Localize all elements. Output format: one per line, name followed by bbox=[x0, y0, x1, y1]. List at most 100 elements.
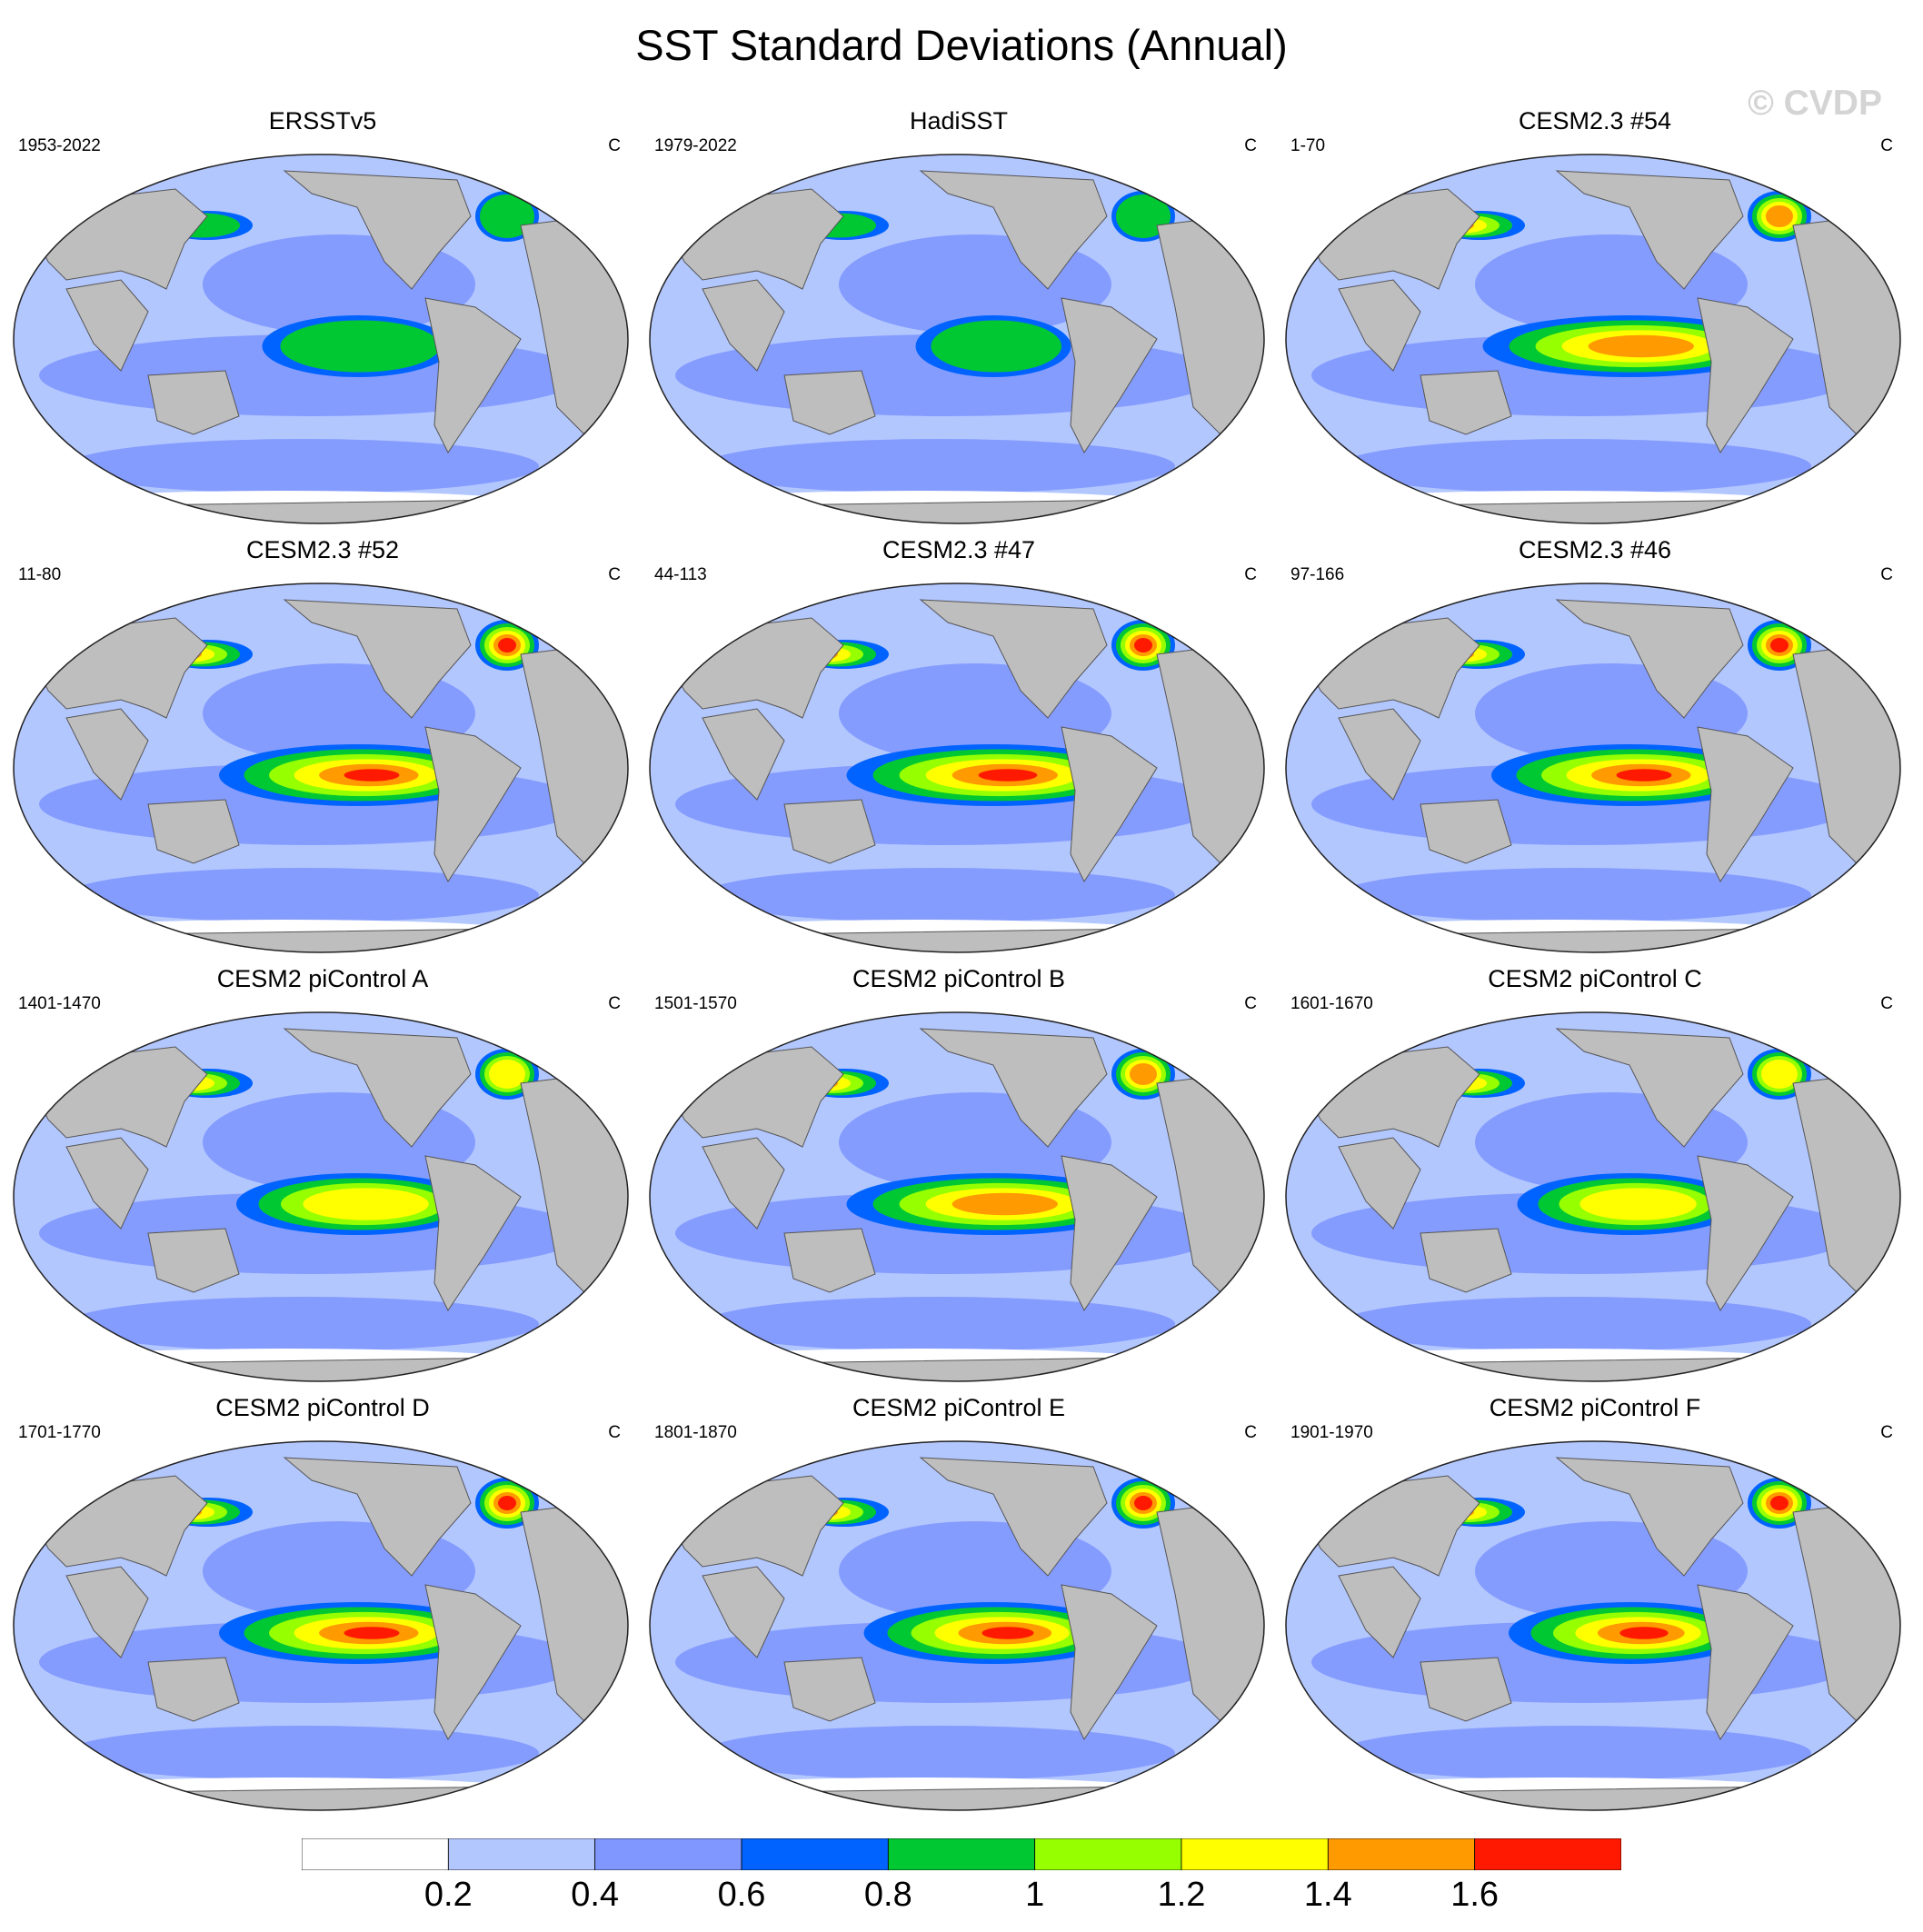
landmass bbox=[1420, 799, 1512, 864]
robinson-map bbox=[13, 1440, 629, 1811]
landmass bbox=[919, 599, 1108, 719]
landmass bbox=[1286, 926, 1900, 952]
landmass bbox=[1697, 1584, 1794, 1740]
colorbar-tick-label: 0.4 bbox=[571, 1876, 620, 1914]
enso-contour bbox=[280, 320, 440, 373]
enso-contour bbox=[931, 320, 1062, 373]
landmass bbox=[1420, 1228, 1512, 1293]
landmass bbox=[650, 926, 1264, 952]
enso-contour bbox=[344, 769, 400, 782]
panel-period: 1501-1570 bbox=[654, 994, 737, 1013]
landmass bbox=[14, 1784, 628, 1810]
panel-period: 1901-1970 bbox=[1290, 1423, 1373, 1442]
southern-ocean-band bbox=[702, 1726, 1175, 1780]
landmass bbox=[424, 1155, 522, 1311]
map-border bbox=[13, 1440, 629, 1811]
map-panel: CESM2.3 #54 1-70 C bbox=[1277, 107, 1913, 534]
enso-contour bbox=[1619, 1627, 1669, 1639]
colorbar-tick-label: 1.6 bbox=[1450, 1876, 1500, 1914]
panel-units: C bbox=[608, 1423, 621, 1442]
colorbar-tick-label: 0.6 bbox=[717, 1876, 766, 1914]
map-border bbox=[13, 583, 629, 953]
panel-title: CESM2.3 #46 bbox=[1518, 536, 1672, 563]
cvdp-watermark: © CVDP bbox=[1748, 84, 1882, 123]
panel-units: C bbox=[608, 136, 621, 155]
landmass bbox=[1061, 297, 1158, 453]
map-panel: CESM2 piControl A 1401-1470 C bbox=[5, 965, 641, 1392]
enso-contour bbox=[303, 1188, 429, 1220]
map-border bbox=[649, 583, 1265, 953]
panel-period: 1953-2022 bbox=[18, 136, 101, 155]
enso-contour bbox=[978, 769, 1038, 782]
southern-ocean-band bbox=[1339, 439, 1811, 493]
panel-title: HadiSST bbox=[909, 107, 1009, 134]
enso-contour bbox=[344, 1627, 400, 1639]
gulf-stream-hotspot bbox=[1134, 1496, 1152, 1510]
landmass bbox=[14, 926, 628, 952]
panel-title: CESM2.3 #47 bbox=[882, 536, 1036, 563]
colorbar-swatch bbox=[887, 1838, 1036, 1870]
landmass bbox=[919, 170, 1108, 290]
southern-ocean-band bbox=[1339, 1297, 1811, 1351]
colorbar-swatch bbox=[1327, 1838, 1476, 1870]
landmass bbox=[14, 497, 628, 523]
panel-title: CESM2 piControl C bbox=[1488, 965, 1702, 992]
map-border bbox=[13, 154, 629, 524]
landmass bbox=[424, 297, 522, 453]
landmass bbox=[702, 1137, 785, 1230]
map-border bbox=[649, 154, 1265, 524]
landmass bbox=[283, 170, 472, 290]
panel-title: CESM2 piControl B bbox=[852, 965, 1066, 992]
map-border bbox=[649, 1011, 1265, 1382]
panel-period: 1801-1870 bbox=[654, 1423, 737, 1442]
southern-ocean-band bbox=[702, 439, 1175, 493]
panel-units: C bbox=[1880, 136, 1893, 155]
landmass bbox=[1697, 1155, 1794, 1311]
panel-units: C bbox=[1244, 994, 1257, 1013]
landmass bbox=[1338, 708, 1421, 801]
map-panel: CESM2 piControl F 1901-1970 C bbox=[1277, 1394, 1913, 1821]
robinson-map bbox=[649, 583, 1265, 953]
panel-period: 44-113 bbox=[654, 565, 707, 584]
gulf-stream-hotspot bbox=[1134, 638, 1152, 652]
colorbar-swatch bbox=[741, 1838, 889, 1870]
panel-period: 97-166 bbox=[1290, 565, 1345, 584]
gulf-stream-hotspot bbox=[1761, 1060, 1798, 1089]
panel-title: ERSSTv5 bbox=[268, 107, 377, 134]
landmass bbox=[65, 708, 149, 801]
landmass bbox=[424, 1584, 522, 1740]
map-panel: CESM2 piControl B 1501-1570 C bbox=[641, 965, 1277, 1392]
robinson-map bbox=[13, 1011, 629, 1382]
landmass bbox=[65, 1137, 149, 1230]
colorbar-swatch bbox=[594, 1838, 742, 1870]
landmass bbox=[283, 1028, 472, 1148]
map-panel: CESM2.3 #46 97-166 C bbox=[1277, 536, 1913, 963]
landmass bbox=[147, 1228, 240, 1293]
panel-units: C bbox=[1880, 994, 1893, 1013]
landmass bbox=[1555, 1028, 1744, 1148]
map-panel: CESM2.3 #52 11-80 C bbox=[5, 536, 641, 963]
landmass bbox=[1555, 170, 1744, 290]
landmass bbox=[650, 1355, 1264, 1381]
landmass bbox=[283, 1457, 472, 1577]
landmass bbox=[1697, 726, 1794, 882]
panel-units: C bbox=[1880, 565, 1893, 584]
colorbar-swatch bbox=[447, 1838, 596, 1870]
map-border bbox=[1285, 1440, 1901, 1811]
landmass bbox=[650, 497, 1264, 523]
map-panel: CESM2 piControl E 1801-1870 C bbox=[641, 1394, 1277, 1821]
landmass bbox=[424, 726, 522, 882]
gulf-stream-hotspot bbox=[1770, 638, 1788, 652]
landmass bbox=[65, 279, 149, 372]
landmass bbox=[1061, 1155, 1158, 1311]
robinson-map bbox=[1285, 583, 1901, 953]
panel-units: C bbox=[1880, 1423, 1893, 1442]
enso-contour bbox=[1588, 334, 1694, 358]
landmass bbox=[1286, 497, 1900, 523]
colorbar-swatch bbox=[1181, 1838, 1329, 1870]
enso-contour bbox=[981, 1627, 1034, 1639]
panel-title: CESM2 piControl E bbox=[852, 1394, 1066, 1421]
robinson-map bbox=[1285, 1011, 1901, 1382]
robinson-map bbox=[13, 154, 629, 524]
map-border bbox=[1285, 583, 1901, 953]
